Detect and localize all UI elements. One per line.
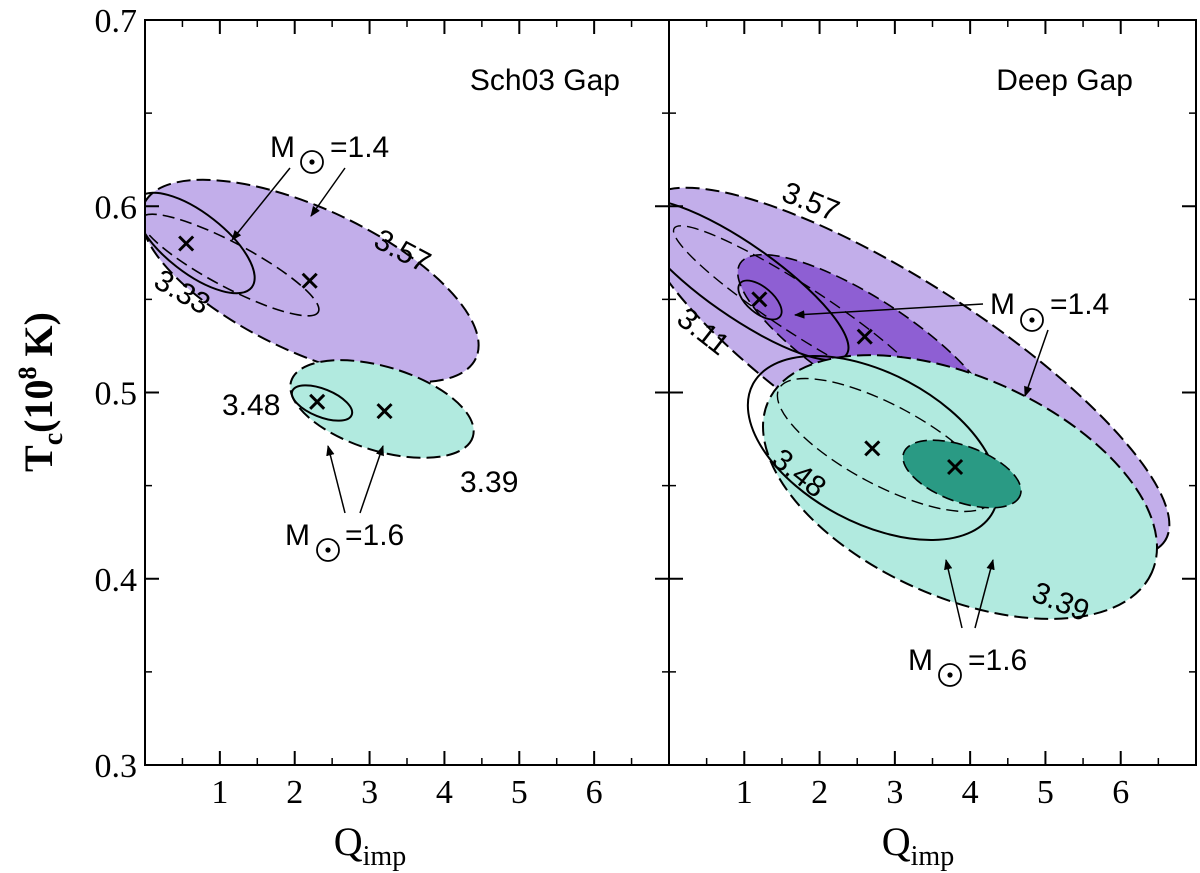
annotation-mass-16-left: M =1.6: [285, 444, 404, 562]
marker-stroke: [301, 272, 318, 289]
contour-14-inner-dashed: [145, 213, 320, 317]
best-fit-marker-right-1: [856, 328, 873, 345]
best-fit-marker-left-2: [309, 393, 326, 410]
annot-eq-14-left: =1.4: [330, 131, 389, 164]
y-tick-label-0.6: 0.6: [95, 189, 138, 226]
y-axis-title: Tc(108 K): [13, 312, 69, 472]
annotation-mass-16-right: M =1.6: [908, 558, 1027, 687]
best-fit-markers-deepgap: [751, 291, 964, 476]
x-axis-title-right: Qimp: [882, 819, 954, 872]
marker-stroke: [751, 291, 768, 308]
annot-arrow-16b-left: [359, 445, 384, 514]
annot-arrow-16a-left: [326, 444, 346, 514]
best-fit-markers-sch03: [178, 235, 393, 420]
x-tick-label-right-1: 1: [736, 774, 753, 811]
sun-symbol-dot-icon: [1029, 317, 1035, 323]
x-axis-title-left: Qimp: [334, 819, 406, 872]
annot-eq-16-right: =1.6: [968, 644, 1027, 677]
sun-symbol-icon: [1020, 308, 1044, 332]
annot-arrow-16a-right: [944, 558, 963, 629]
best-fit-marker-left-1: [301, 272, 318, 289]
annot-m-14-right: M: [990, 288, 1015, 321]
contour-14-333-outline: [145, 191, 256, 295]
best-fit-marker-right-3: [947, 458, 964, 476]
annot-eq-14-right: =1.4: [1050, 288, 1109, 321]
svg-text:M: M: [990, 288, 1015, 321]
annot-arrow-14a-left: [231, 167, 291, 241]
y-tick-label-0.5: 0.5: [95, 376, 138, 413]
best-fit-marker-left-3: [376, 403, 393, 420]
x-tick-label-right-2: 2: [811, 774, 828, 811]
x-tick-label-left-6: 6: [586, 774, 603, 811]
contour-14-357r-outline: [669, 186, 1171, 558]
sun-symbol-icon: [300, 150, 324, 174]
marker-stroke: [947, 458, 964, 476]
x-tick-label-left-5: 5: [511, 774, 528, 811]
marker-stroke: [178, 235, 195, 252]
svg-text:M: M: [270, 131, 295, 164]
x-tick-label-right-5: 5: [1037, 774, 1054, 811]
x-tick-label-left-3: 3: [361, 774, 378, 811]
marker-stroke: [309, 393, 326, 410]
contour-14-357-outline: [145, 178, 480, 384]
contour-16-339r-outline: [762, 354, 1158, 620]
annot-m-16-right: M: [908, 644, 933, 677]
sun-symbol-icon: [316, 538, 340, 562]
x-tick-label-left-2: 2: [286, 774, 303, 811]
panel-sch03-title: Sch03 Gap: [470, 64, 620, 97]
sun-symbol-icon: [938, 663, 962, 687]
best-fit-marker-right-2: [864, 440, 881, 457]
x-tick-label-left-4: 4: [436, 774, 453, 811]
svg-text:M: M: [908, 644, 933, 677]
annot-m-14-left: M: [270, 131, 295, 164]
panel-deepgap-ticks: 1 2 3 4 5 6: [669, 19, 1196, 811]
contour-16-348r-outline: [746, 355, 1000, 541]
annotation-mass-14-left: M =1.4: [231, 131, 389, 241]
annot-m-16-left: M: [285, 519, 310, 552]
sun-symbol-dot-icon: [947, 672, 953, 678]
best-fit-marker-right-0: [751, 291, 768, 308]
x-tick-label-left-1: 1: [211, 774, 228, 811]
panel-sch03-ticks: 1 2 3 4 5 6 0.3 0.4 0.5 0.6 0.7: [95, 3, 669, 811]
panel-deepgap-regions: [669, 186, 1171, 620]
x-tick-label-right-3: 3: [886, 774, 903, 811]
contour-16-339-outline: [289, 359, 475, 459]
annot-arrow-14b-left: [310, 167, 346, 217]
contour-label-348-left: 3.48: [222, 389, 280, 422]
marker-stroke: [856, 328, 873, 345]
sun-symbol-dot-icon: [309, 159, 315, 165]
annotation-mass-14-right: M =1.4: [793, 288, 1109, 397]
panel-sch03-regions: [145, 178, 480, 459]
sun-symbol-dot-icon: [325, 547, 331, 553]
contour-label-339-left: 3.39: [460, 466, 518, 499]
contour-14-311-outline: [669, 198, 850, 362]
y-tick-label-0.3: 0.3: [95, 748, 138, 785]
annot-arrow-14a-right: [793, 303, 984, 319]
best-fit-marker-left-0: [178, 235, 195, 252]
svg-text:M: M: [285, 519, 310, 552]
marker-stroke: [376, 403, 393, 420]
annot-eq-16-left: =1.6: [345, 519, 404, 552]
annot-arrow-14b-right: [1024, 329, 1049, 397]
panel-sch03: 1 2 3 4 5 60.30.40.50.60.7 Sch03 Gap 3.57 3.3…: [13, 3, 670, 872]
y-tick-label-0.7: 0.7: [95, 3, 138, 40]
contour-16-348-outline: [290, 384, 354, 422]
x-tick-label-right-4: 4: [962, 774, 979, 811]
contour-14-small-outline: [737, 279, 783, 321]
annot-arrow-16b-right: [974, 558, 995, 629]
panel-deepgap-title: Deep Gap: [996, 64, 1133, 97]
y-tick-label-0.4: 0.4: [95, 562, 138, 599]
marker-stroke: [864, 440, 881, 457]
x-tick-label-right-6: 6: [1112, 774, 1129, 811]
